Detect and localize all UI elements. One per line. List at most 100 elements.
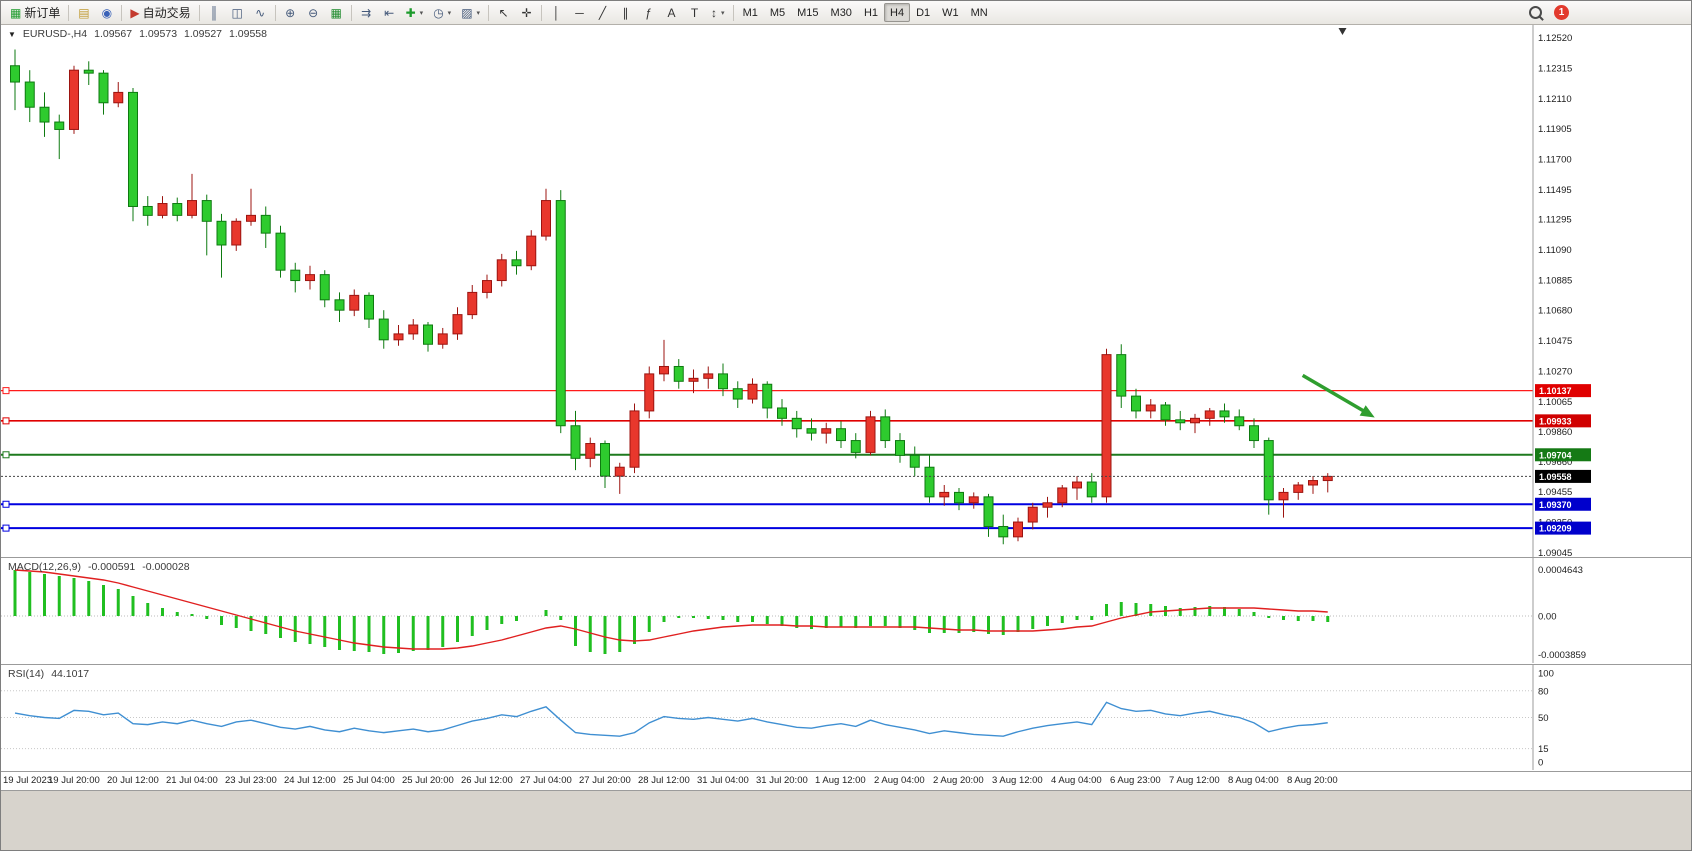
timeframe-m1[interactable]: M1 [742, 6, 758, 19]
horizontal-line-button[interactable]: ─ [568, 2, 591, 23]
timeframe-m5[interactable]: M5 [769, 6, 786, 19]
candle-body [1190, 417, 1200, 424]
new-chart-icon: ▤ [78, 5, 90, 20]
cursor-button[interactable]: ↖ [492, 2, 515, 23]
chart-shift-icon: ⇤ [384, 5, 395, 20]
autotrading-button[interactable]: ▶ 自动交易 [125, 2, 195, 23]
price-axis-label: 1.09660 [1538, 457, 1572, 468]
price-axis-label: 1.10475 [1538, 336, 1572, 347]
timeframe-h4[interactable]: H4 [884, 3, 911, 22]
timeframe-h1[interactable]: H1 [863, 6, 878, 19]
line-handle[interactable] [2, 387, 10, 395]
price-axis-label: 1.11295 [1538, 215, 1572, 226]
chart-shift-button[interactable]: ⇤ [378, 2, 401, 23]
line-chart-icon: ∿ [255, 5, 266, 20]
candle-body [496, 259, 507, 282]
rsi-title: RSI(14) 44.1017 [8, 668, 89, 680]
candle-body [791, 417, 802, 430]
candle-body [570, 425, 581, 459]
arrows-button[interactable]: ↕ ▾ [706, 2, 730, 23]
zoom-in-button[interactable]: ⊕ [279, 2, 302, 23]
macd-panel[interactable]: MACD(12,26,9) -0.000591 -0.000028 0.0004… [1, 557, 1691, 664]
trendline-button[interactable]: ╱ [591, 2, 614, 23]
candle-body [260, 214, 271, 234]
rsi-name: RSI(14) [8, 668, 45, 680]
candlestick-chart-button[interactable]: ◫ [226, 2, 249, 23]
candle-body [378, 318, 389, 341]
candle-body [924, 466, 935, 498]
auto-scroll-button[interactable]: ⇉ [355, 2, 378, 23]
trend-arrow-annotation[interactable] [1301, 373, 1367, 414]
timeframe-m30[interactable]: M30 [830, 6, 852, 19]
indicators-button[interactable]: ✚ ▾ [401, 2, 429, 23]
rsi-value: 44.1017 [51, 668, 90, 680]
timeframe-w1[interactable]: W1 [942, 6, 959, 19]
candle-body [334, 299, 345, 311]
price-chart-panel[interactable]: ▼ EURUSD-,H4 1.09567 1.09573 1.09527 1.0… [1, 25, 1691, 557]
candlestick-chart[interactable]: 1.12520 1.12315 1.12110 1.11905 1.11700 1.114… [1, 25, 1692, 557]
price-axis-label: 1.09455 [1538, 487, 1572, 498]
candle-body [1027, 506, 1038, 523]
candle-body [393, 333, 404, 341]
candle-body [850, 440, 861, 453]
vertical-line-button[interactable]: │ [545, 2, 568, 23]
new-chart-button[interactable]: ▤ [72, 2, 95, 23]
profiles-button[interactable]: ◉ [95, 2, 118, 23]
equidistant-channel-button[interactable]: ∥ [614, 2, 637, 23]
candle-body [437, 333, 448, 345]
price-chip-label: 1.09558 [1539, 472, 1572, 482]
zoom-out-button[interactable]: ⊖ [302, 2, 325, 23]
candle-body [1042, 502, 1053, 508]
toolbar-separator [198, 4, 200, 21]
timeframe-m15[interactable]: M15 [797, 6, 819, 19]
rsi-axis-label: 80 [1538, 686, 1549, 697]
candle-body [1057, 487, 1068, 504]
line-handle[interactable] [2, 451, 10, 459]
candle-body [364, 294, 374, 320]
crosshair-button[interactable]: ✛ [515, 2, 538, 23]
price-axis-label: 1.09045 [1538, 548, 1572, 557]
search-icon[interactable] [1529, 6, 1542, 19]
templates-button[interactable]: ▨ ▾ [456, 2, 485, 23]
toolbar-separator [121, 4, 123, 21]
rsi-chart[interactable]: 100 80 50 15 0 [1, 665, 1692, 770]
text-label-icon: T [690, 5, 699, 20]
candle-body [1234, 416, 1245, 427]
time-axis[interactable]: 19 Jul 2023 19 Jul 20:00 20 Jul 12:00 21 Ju… [1, 771, 1691, 790]
line-handle[interactable] [2, 500, 10, 508]
rsi-axis-label: 50 [1538, 713, 1549, 724]
price-chip-label: 1.10137 [1539, 386, 1572, 396]
time-axis-label: 2 Aug 20:00 [933, 775, 984, 786]
timeframe-d1[interactable]: D1 [916, 6, 931, 19]
candle-body [1204, 410, 1215, 419]
new-order-button[interactable]: ▦ 新订单 [5, 2, 65, 23]
horizontal-line-icon: ─ [575, 5, 584, 20]
bar-chart-button[interactable]: ║ [203, 2, 226, 23]
chart-shift-marker[interactable] [1338, 28, 1347, 35]
line-handle[interactable] [2, 524, 10, 532]
tile-windows-button[interactable]: ▦ [325, 2, 348, 23]
rsi-panel[interactable]: RSI(14) 44.1017 100 80 50 15 0 [1, 664, 1691, 771]
price-chip-label: 1.09704 [1539, 450, 1572, 460]
time-axis-label: 31 Jul 20:00 [756, 775, 808, 786]
periods-button[interactable]: ◷ ▾ [428, 2, 456, 23]
candle-body [732, 388, 743, 400]
line-handle[interactable] [2, 417, 10, 425]
candle-body [614, 466, 625, 477]
collapse-triangle-icon[interactable]: ▼ [8, 30, 16, 39]
notification-badge[interactable]: 1 [1554, 5, 1569, 20]
timeframe-mn[interactable]: MN [970, 6, 988, 19]
fibonacci-button[interactable]: ƒ [637, 2, 660, 23]
candle-body [83, 69, 94, 74]
time-axis-label: 8 Aug 20:00 [1287, 775, 1338, 786]
candle-body [1175, 419, 1186, 424]
auto-scroll-icon: ⇉ [361, 5, 372, 20]
text-button[interactable]: A [660, 2, 683, 23]
candle-body [1086, 481, 1097, 498]
price-chip-label: 1.09209 [1539, 524, 1572, 534]
candle-body [718, 373, 728, 390]
candle-body [246, 214, 256, 222]
line-chart-button[interactable]: ∿ [249, 2, 272, 23]
macd-chart[interactable]: 0.0004643 0.00 -0.0003859 [1, 558, 1692, 663]
text-label-button[interactable]: T [683, 2, 706, 23]
